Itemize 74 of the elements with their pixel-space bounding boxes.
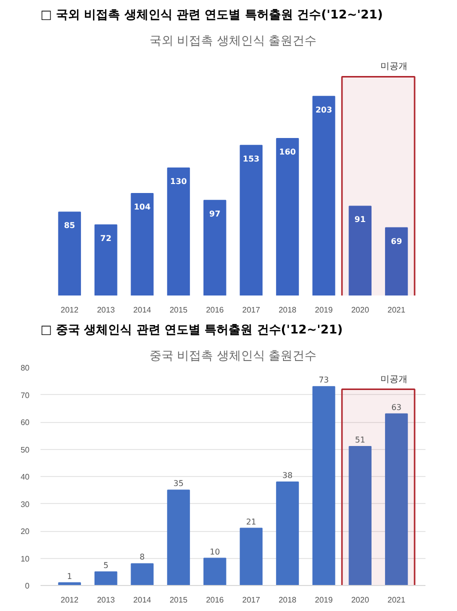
- data-label: 63: [391, 402, 402, 412]
- data-label: 38: [282, 470, 293, 480]
- bar: [58, 212, 81, 296]
- x-tick-label: 2017: [242, 596, 261, 604]
- band-label: 미공개: [380, 374, 408, 385]
- x-tick-label: 2019: [314, 306, 334, 314]
- bar: [348, 446, 372, 586]
- bar: [385, 227, 408, 296]
- x-tick-label: 2018: [278, 596, 297, 604]
- data-label: 97: [209, 209, 220, 218]
- bar: [240, 528, 263, 586]
- bar: [348, 206, 372, 296]
- data-label: 153: [242, 154, 260, 164]
- bar: [312, 386, 336, 586]
- y-tick-label: 50: [20, 445, 30, 454]
- chart-title: □ 국외 비접촉 생체인식 관련 연도별 특허출원 건수('12~'21): [40, 8, 383, 22]
- data-label: 51: [355, 436, 366, 445]
- x-tick-label: 2015: [170, 596, 188, 604]
- bar: [167, 490, 190, 586]
- data-label: 130: [170, 176, 188, 186]
- data-label: 69: [390, 236, 402, 246]
- bar: [94, 571, 118, 586]
- bar: [312, 96, 336, 296]
- x-tick-label: 2021: [388, 306, 406, 314]
- bar: [385, 413, 408, 586]
- data-label: 72: [100, 234, 112, 243]
- data-label: 203: [315, 105, 332, 114]
- band-label: 미공개: [380, 62, 408, 72]
- bar: [94, 224, 118, 296]
- y-tick-label: 80: [20, 364, 30, 372]
- data-label: 21: [246, 517, 256, 526]
- bar: [130, 192, 154, 296]
- x-tick-label: 2021: [388, 596, 406, 604]
- y-tick-label: 70: [20, 390, 30, 400]
- x-tick-label: 2013: [96, 596, 116, 604]
- y-tick-label: 40: [20, 472, 30, 482]
- y-tick-label: 30: [20, 500, 30, 509]
- data-label: 160: [279, 148, 296, 157]
- data-label: 5: [103, 560, 108, 570]
- x-tick-label: 2013: [96, 306, 116, 314]
- x-tick-label: 2019: [314, 596, 334, 604]
- data-label: 85: [64, 221, 76, 230]
- data-label: 10: [210, 547, 220, 556]
- x-tick-label: 2016: [206, 306, 224, 314]
- x-tick-label: 2014: [133, 306, 152, 314]
- chart-subtitle: 중국 비접촉 생체인식 출원건수: [149, 348, 317, 362]
- x-tick-label: 2020: [351, 596, 370, 604]
- bar: [130, 563, 154, 586]
- bar: [240, 144, 263, 296]
- data-label: 91: [354, 215, 366, 224]
- bar: [167, 167, 190, 296]
- data-label: 35: [173, 479, 184, 488]
- x-tick-label: 2020: [351, 306, 370, 314]
- x-tick-label: 2018: [278, 306, 297, 314]
- x-tick-label: 2014: [133, 596, 152, 604]
- x-tick-label: 2017: [242, 306, 261, 314]
- bar: [203, 558, 226, 586]
- y-tick-label: 10: [20, 554, 30, 564]
- bar: [276, 138, 299, 296]
- bar: [203, 200, 226, 296]
- x-tick-label: 2012: [60, 306, 80, 314]
- data-label: 104: [134, 202, 151, 212]
- y-tick-label: 60: [20, 418, 30, 427]
- data-label: 8: [140, 552, 145, 562]
- chart-subtitle: 국외 비접촉 생체인식 출원건수: [149, 34, 317, 48]
- chart-title: □ 중국 생체인식 관련 연도별 특허출원 건수('12~'21): [40, 322, 343, 336]
- x-tick-label: 2016: [206, 596, 224, 604]
- data-label: 73: [318, 376, 329, 385]
- bar: [276, 481, 299, 586]
- x-tick-label: 2012: [60, 596, 80, 604]
- data-label: 1: [67, 572, 72, 581]
- y-tick-label: 0: [25, 582, 30, 590]
- x-tick-label: 2015: [170, 306, 188, 314]
- y-tick-label: 20: [20, 527, 30, 536]
